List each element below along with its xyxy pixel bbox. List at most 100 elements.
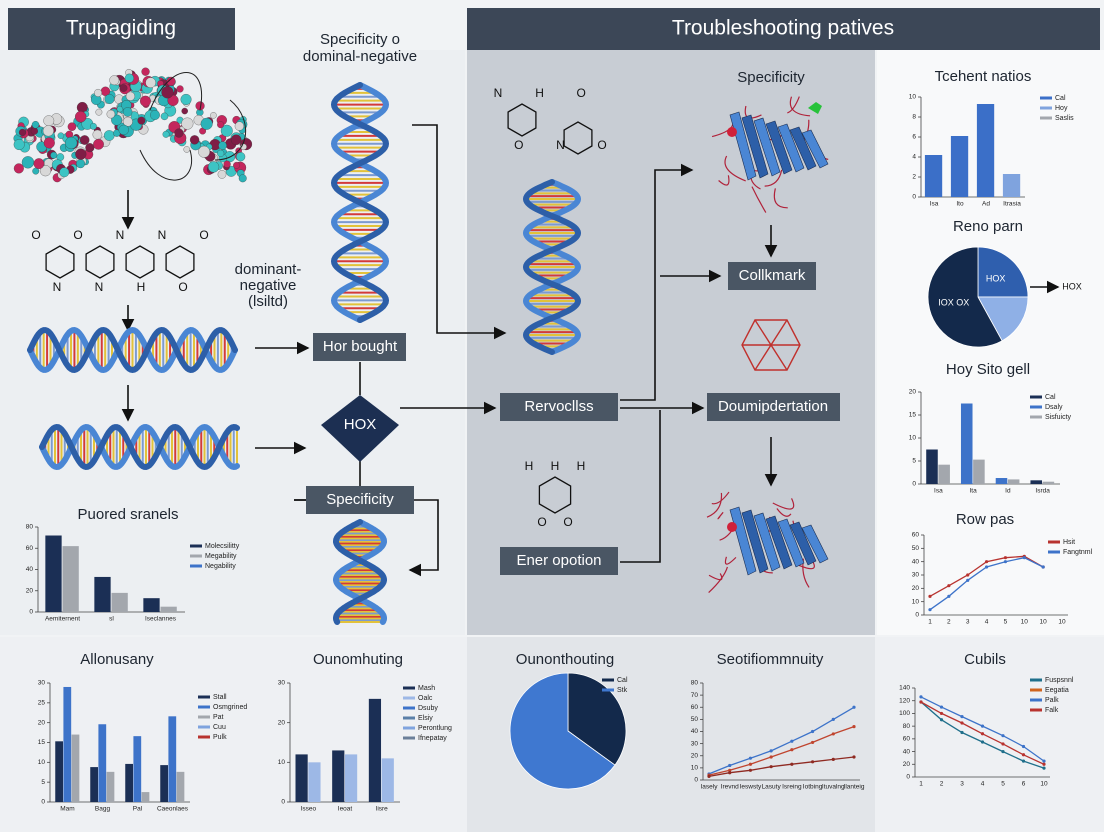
atom xyxy=(21,156,35,169)
chart-title: Row pas xyxy=(956,511,1014,528)
point xyxy=(928,594,932,598)
beta-strand xyxy=(741,114,769,179)
bar xyxy=(381,758,394,802)
atom xyxy=(141,67,150,76)
y-tick-label: 10 xyxy=(278,759,286,766)
bar xyxy=(160,606,177,612)
y-tick-label: 140 xyxy=(899,685,910,692)
bar xyxy=(176,771,185,802)
bar xyxy=(168,716,177,802)
atom-label: N xyxy=(494,86,503,100)
point xyxy=(1003,560,1008,564)
x-tick-label: Irevnd xyxy=(721,784,739,791)
legend-label: Negability xyxy=(205,563,236,570)
line-series xyxy=(708,706,855,775)
point xyxy=(984,565,989,569)
dna-helix xyxy=(333,519,387,625)
atom xyxy=(161,86,174,99)
y-tick-label: 20 xyxy=(912,585,920,592)
atom xyxy=(92,129,103,140)
atom xyxy=(181,107,188,115)
mini-chart: Ounomhuting 0 10 20 30 Isseo Ieoat Iisre Mash Oal… xyxy=(278,651,452,813)
atom-label: N xyxy=(158,228,167,242)
atom xyxy=(76,159,86,169)
atom xyxy=(123,116,133,127)
atom xyxy=(67,122,77,131)
bond xyxy=(165,245,195,279)
atom-label: H xyxy=(525,459,534,473)
point xyxy=(1021,759,1026,763)
chart-title: Cubils xyxy=(964,651,1006,668)
atom xyxy=(119,84,128,92)
point xyxy=(790,748,794,752)
beta-strand xyxy=(741,509,769,574)
atom xyxy=(162,130,170,138)
point xyxy=(1001,734,1005,738)
bond xyxy=(125,245,155,279)
legend-label: Megability xyxy=(205,553,237,560)
point xyxy=(980,724,985,728)
y-tick-label: 20 xyxy=(38,719,46,726)
molecule: O N O N N H N O O xyxy=(31,228,208,294)
bar xyxy=(111,592,128,612)
slice-label: IOX OX xyxy=(938,298,969,308)
pie-slice xyxy=(977,296,1029,342)
legend-label: Oalc xyxy=(418,695,433,702)
atom xyxy=(31,121,40,129)
beta-strand xyxy=(765,515,793,570)
point xyxy=(769,755,773,759)
bar xyxy=(973,459,985,484)
legend-label: Stall xyxy=(213,694,227,701)
pie-slice xyxy=(977,246,1029,298)
x-tick-label: 3 xyxy=(966,619,970,626)
header-title: Trupagiding xyxy=(66,17,176,40)
bar xyxy=(55,741,64,802)
point xyxy=(1001,742,1005,746)
point xyxy=(748,762,753,766)
atom xyxy=(104,94,115,104)
y-tick-label: 40 xyxy=(26,566,34,573)
chart-title: Tcehent natios xyxy=(935,68,1032,85)
atom xyxy=(189,135,200,145)
bond xyxy=(85,245,115,279)
atom-label: H xyxy=(551,459,560,473)
box xyxy=(313,333,406,361)
atom-label: H xyxy=(577,459,586,473)
green-ligand xyxy=(808,102,822,114)
atom xyxy=(174,128,184,138)
atom-label: O xyxy=(514,138,523,152)
atom xyxy=(57,132,65,139)
y-tick-label: 6 xyxy=(912,134,916,141)
coil xyxy=(772,498,795,510)
point xyxy=(984,560,989,564)
atom xyxy=(13,139,25,151)
atom-label: O xyxy=(577,86,586,100)
mini-chart: Allonusany 0 5 10 15 20 25 30 Mam Bagg Pal Caeonlae… xyxy=(38,651,248,813)
x-tick-label: 6 xyxy=(1022,781,1026,788)
atom-label: N xyxy=(116,228,125,242)
coil xyxy=(773,188,788,209)
atom xyxy=(145,77,156,88)
point xyxy=(960,721,964,725)
x-tick-label: 1 xyxy=(919,781,923,788)
y-tick-label: 60 xyxy=(691,704,699,711)
mini-chart: Puored sranels 0 20 40 60 80 Aemiternent sl Isec… xyxy=(26,506,240,623)
atom xyxy=(223,160,231,168)
dna-strand xyxy=(39,423,240,471)
x-tick-label: Isa xyxy=(930,201,939,208)
label-line: negative xyxy=(240,277,297,294)
x-tick-label: Iisre xyxy=(376,806,389,813)
y-tick-label: 0 xyxy=(915,612,919,619)
bar xyxy=(938,464,950,484)
x-tick-label: Isa xyxy=(934,488,943,495)
atom xyxy=(39,165,52,177)
point xyxy=(966,573,970,577)
atom xyxy=(217,121,225,129)
y-tick-label: 40 xyxy=(691,728,699,735)
bar xyxy=(143,598,160,612)
x-tick-label: 2 xyxy=(947,619,951,626)
label: dominant-negative (lsiltd) xyxy=(235,261,302,310)
x-tick-label: Caeonlaes xyxy=(157,806,189,813)
y-tick-label: 80 xyxy=(691,680,699,687)
box-label: HOX xyxy=(344,416,377,433)
